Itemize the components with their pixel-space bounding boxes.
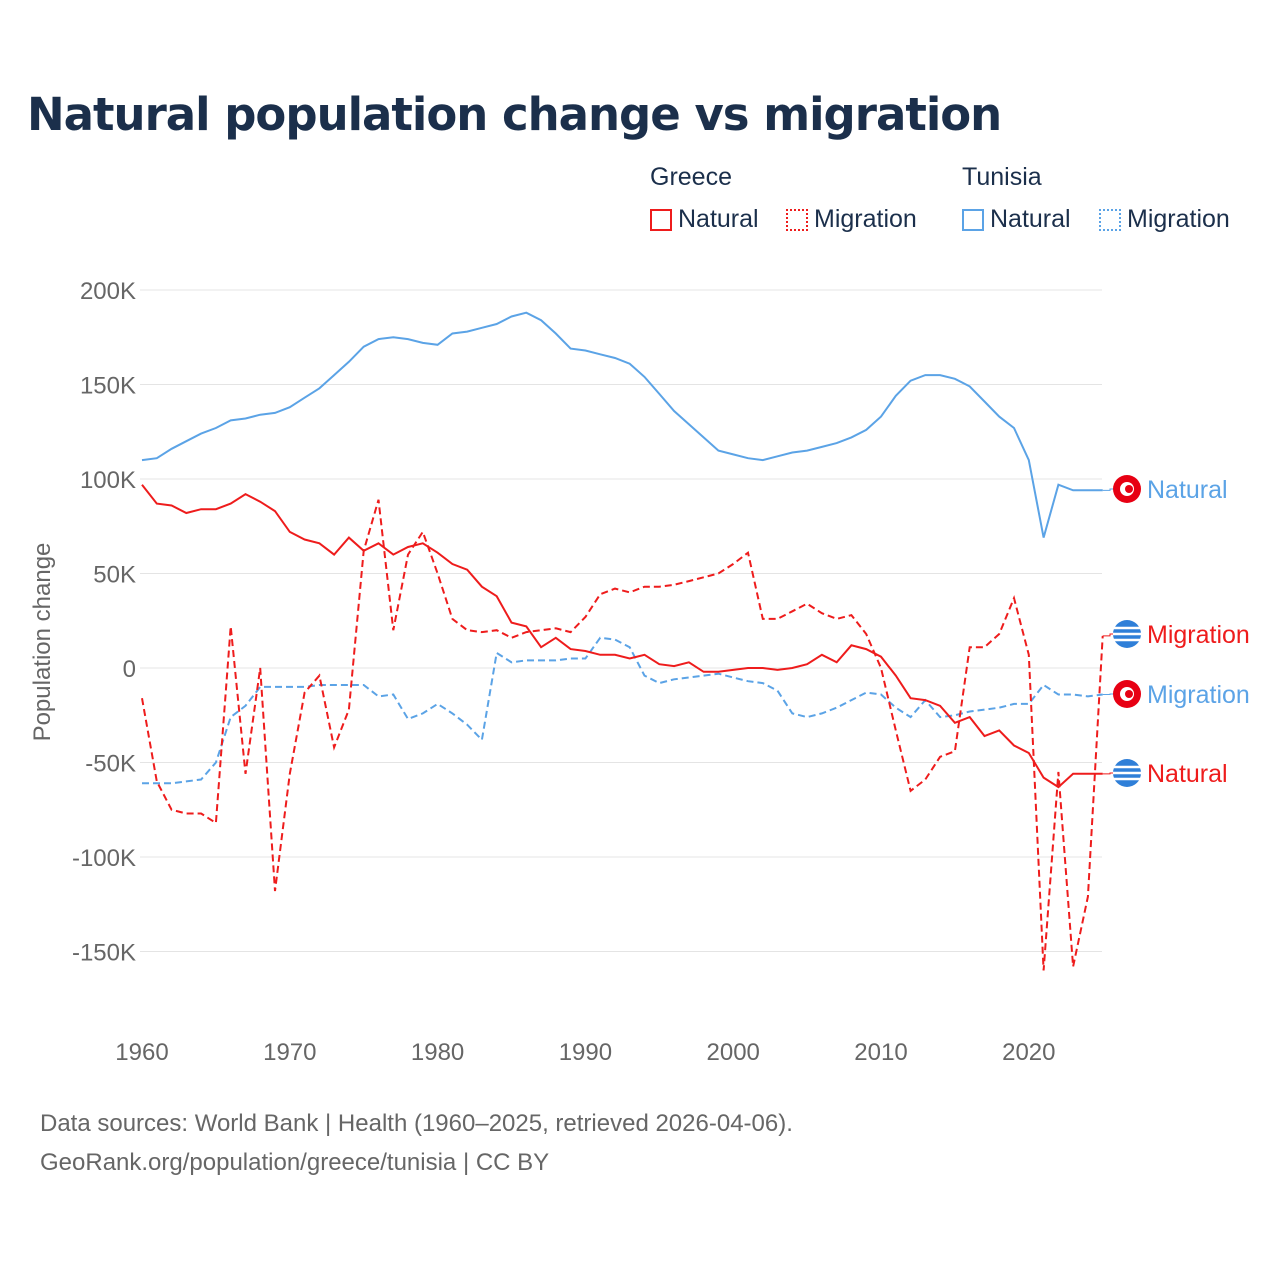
legend-swatch — [786, 208, 808, 231]
flag-detail — [1125, 690, 1133, 698]
footer-sources: Data sources: World Bank | Health (1960–… — [40, 1110, 793, 1137]
x-tick-label: 1980 — [411, 1039, 464, 1066]
x-tick-label: 2010 — [854, 1039, 907, 1066]
legend-greece-natural[interactable]: Natural — [650, 205, 759, 234]
legend-swatch — [962, 208, 984, 231]
x-tick-label: 2000 — [707, 1039, 760, 1066]
end-label-greece-natural: Natural — [1147, 760, 1228, 788]
legend-label: Natural — [990, 205, 1071, 233]
x-tick-label: 2020 — [1002, 1039, 1055, 1066]
end-label-connector — [1102, 488, 1115, 491]
y-tick-label: 100K — [80, 467, 136, 494]
end-label-connector — [1102, 633, 1115, 637]
chart-title: Natural population change vs migration — [27, 88, 1002, 141]
x-tick-label: 1990 — [559, 1039, 612, 1066]
legend-label: Natural — [678, 205, 759, 233]
y-tick-label: 150K — [80, 373, 136, 400]
series-line-greece-migration — [141, 499, 1104, 971]
legend-tunisia-natural[interactable]: Natural — [962, 205, 1071, 234]
y-tick-label: 0 — [123, 656, 136, 683]
legend-group-tunisia: Tunisia — [962, 163, 1042, 191]
y-tick-label: 50K — [93, 562, 136, 589]
end-label-tunisia-natural: Natural — [1147, 476, 1228, 504]
legend-group-greece: Greece — [650, 163, 732, 191]
end-label-greece-migration: Migration — [1147, 621, 1250, 649]
legend-swatch — [1099, 208, 1121, 231]
y-tick-label: -50K — [85, 751, 136, 778]
x-tick-label: 1960 — [115, 1039, 168, 1066]
end-label-tunisia-migration: Migration — [1147, 681, 1250, 709]
flag-detail — [1125, 485, 1133, 493]
y-tick-label: -150K — [72, 940, 136, 967]
series-line-tunisia-migration — [142, 636, 1103, 785]
end-label-connector — [1102, 772, 1115, 775]
x-tick-label: 1970 — [263, 1039, 316, 1066]
legend-label: Migration — [1127, 205, 1230, 233]
series-line-tunisia-natural — [141, 311, 1103, 538]
y-tick-label: 200K — [80, 278, 136, 305]
y-axis-label: Population change — [29, 543, 56, 742]
legend-tunisia-migration[interactable]: Migration — [1099, 205, 1230, 234]
legend-label: Migration — [814, 205, 917, 233]
legend-swatch — [650, 208, 672, 231]
y-tick-label: -100K — [72, 845, 136, 872]
legend-greece-migration[interactable]: Migration — [786, 205, 917, 234]
footer-link[interactable]: GeoRank.org/population/greece/tunisia | … — [40, 1149, 550, 1176]
series-line-greece-natural — [141, 484, 1103, 789]
